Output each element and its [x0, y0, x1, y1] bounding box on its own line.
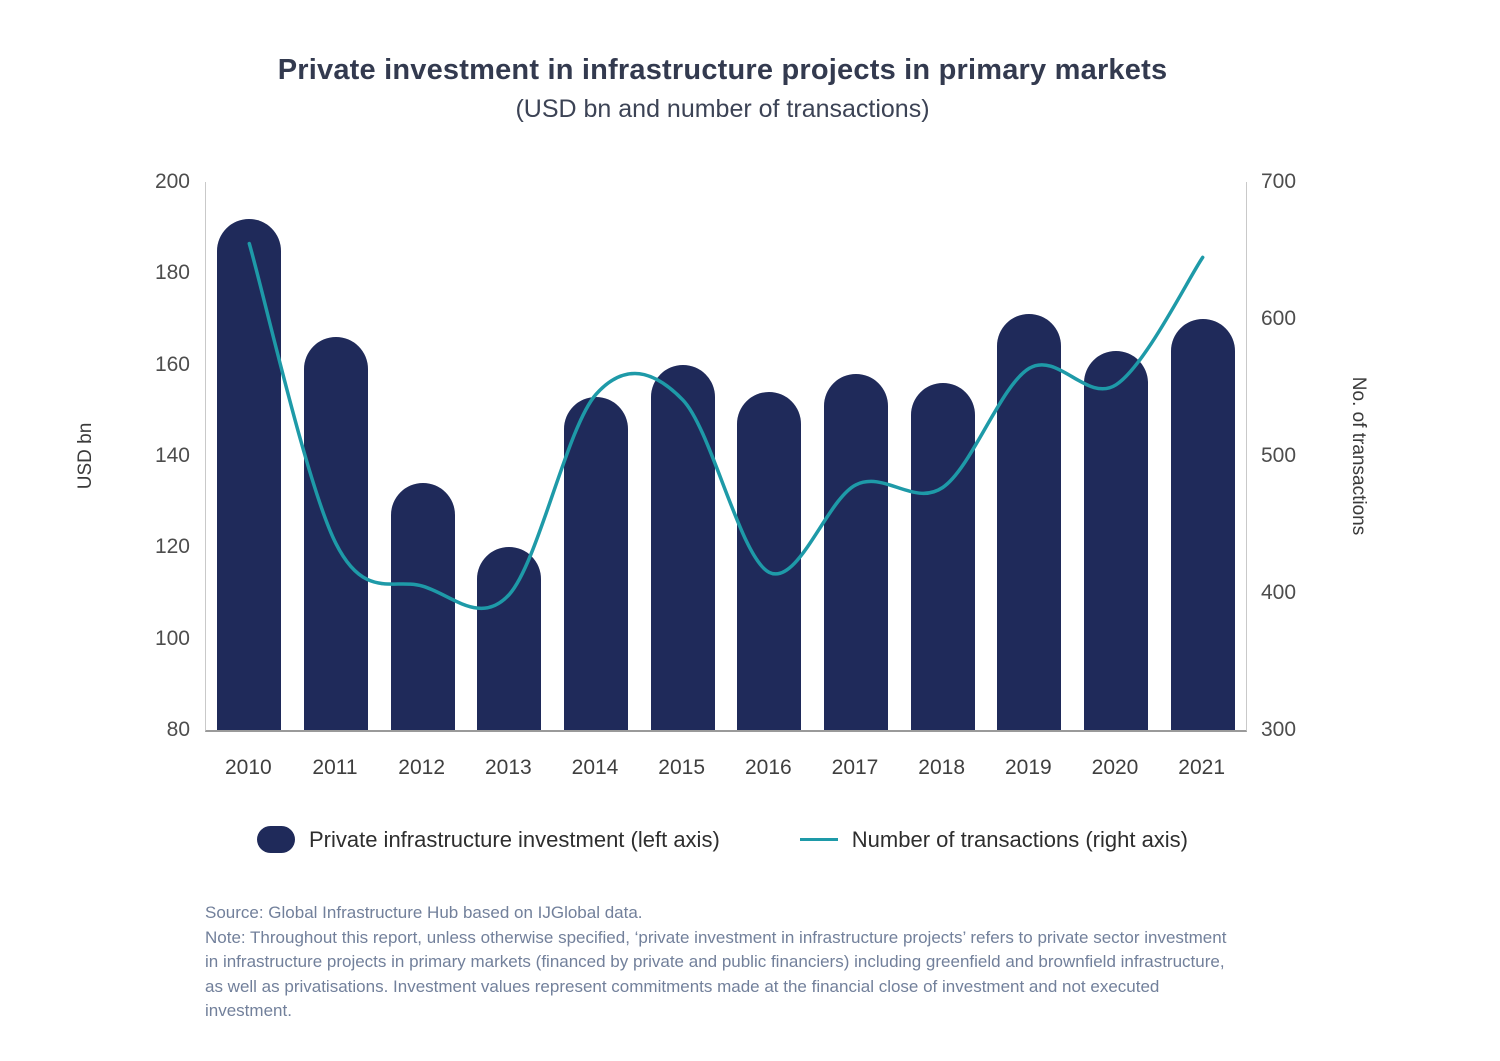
bar-2010 [217, 218, 282, 730]
bar-2016 [737, 392, 802, 730]
chart-subtitle: (USD bn and number of transactions) [515, 95, 930, 123]
legend-item-line: Number of transactions (right axis) [799, 826, 1189, 853]
bar-2012 [390, 483, 455, 730]
right-axis-tick: 700 [1261, 170, 1297, 193]
x-label-2012: 2012 [398, 756, 446, 779]
right-axis-tick: 400 [1261, 581, 1297, 604]
x-label-2018: 2018 [918, 756, 966, 779]
legend: Private infrastructure investment (left … [0, 826, 1445, 853]
bar-swatch-icon [256, 826, 295, 853]
left-axis-tick: 140 [154, 444, 190, 467]
transactions-line [247, 241, 1205, 610]
left-axis-tick: 160 [154, 352, 190, 376]
bar-2020 [1084, 350, 1148, 730]
x-label-2020: 2020 [1091, 756, 1139, 779]
x-label-2014: 2014 [571, 756, 619, 779]
right-axis-tick: 500 [1261, 444, 1297, 467]
x-label-2011: 2011 [312, 756, 358, 779]
left-axis-tick: 120 [154, 535, 190, 559]
title-block: Private investment in infrastructure pro… [0, 54, 1445, 124]
right-axis-tick: 600 [1261, 307, 1297, 330]
right-axis-tick: 300 [1261, 718, 1297, 741]
bar-2021 [1170, 319, 1235, 730]
x-label-2017: 2017 [831, 756, 879, 779]
x-label-2016: 2016 [744, 756, 792, 779]
x-label-2013: 2013 [484, 756, 532, 779]
left-axis-tick: 100 [154, 626, 190, 650]
bar-2015 [650, 364, 715, 730]
x-label-2015: 2015 [658, 756, 706, 779]
line-swatch-icon [799, 838, 838, 841]
footnotes: Source: Global Infrastructure Hub based … [205, 901, 1235, 1024]
legend-item-bars: Private infrastructure investment (left … [256, 826, 720, 853]
left-axis-tick: 200 [154, 170, 190, 193]
x-label-2019: 2019 [1004, 756, 1052, 779]
x-label-2021: 2021 [1178, 756, 1226, 779]
legend-bar-label: Private infrastructure investment (left … [308, 826, 720, 852]
bar-2011 [304, 337, 368, 730]
x-label-2010: 2010 [224, 756, 272, 779]
bar-2019 [997, 314, 1062, 730]
bar-2018 [910, 382, 975, 730]
plot-area [205, 182, 1247, 732]
legend-line-label: Number of transactions (right axis) [851, 826, 1189, 852]
x-axis-labels: 2010 2011 2012 2013 2014 2015 2016 2017 2018 2019… [205, 756, 1245, 788]
bar-2017 [824, 373, 888, 730]
chart-title: Private investment in infrastructure pro… [277, 54, 1168, 86]
left-axis-ticks: 80 100 120 140 160 180 200 [110, 170, 190, 741]
source-text: Source: Global Infrastructure Hub based … [205, 903, 643, 922]
right-axis-ticks: 300 400 500 600 700 [1261, 170, 1351, 741]
bar-2014 [564, 396, 628, 730]
bar-2013 [477, 547, 542, 730]
left-axis-tick: 180 [154, 261, 190, 285]
left-axis-tick: 80 [166, 718, 190, 741]
note-text: Note: Throughout this report, unless oth… [205, 927, 1227, 1021]
left-axis-title: USD bn [75, 422, 96, 490]
